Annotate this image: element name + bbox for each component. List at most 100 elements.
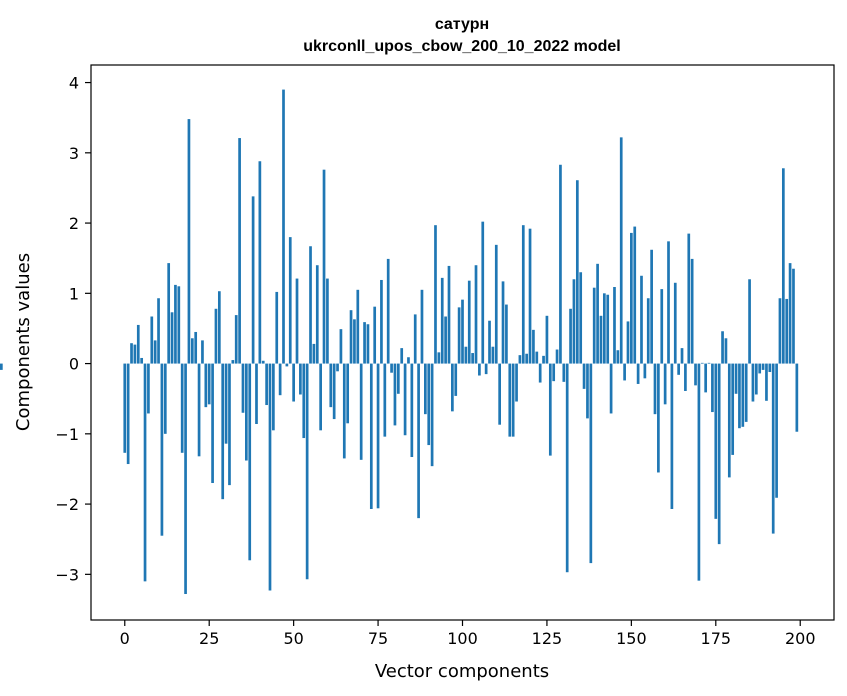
bar-36 [245, 363, 248, 461]
bar-194 [778, 298, 782, 364]
bar-107 [484, 363, 488, 375]
bar-74 [373, 306, 377, 364]
bar-32 [231, 360, 235, 364]
bar-55 [309, 246, 312, 364]
bar-139 [592, 287, 596, 364]
bar-72 [366, 324, 370, 364]
bar-5 [140, 357, 144, 364]
bar-178 [724, 338, 728, 364]
bar-154 [643, 363, 647, 379]
bar-80 [393, 363, 397, 426]
bar-120 [528, 228, 532, 364]
bar-23 [201, 340, 204, 364]
bar-98 [454, 363, 458, 396]
bar-143 [606, 294, 610, 364]
bar-108 [488, 320, 491, 364]
y-tick-label-1: 1 [69, 284, 79, 303]
bar-150 [630, 232, 633, 364]
bar-101 [464, 346, 468, 364]
bar-42 [265, 363, 268, 406]
x-tick-label-200: 200 [785, 629, 816, 648]
bar-100 [461, 299, 464, 364]
bar-118 [521, 225, 525, 364]
bar-10 [157, 298, 160, 364]
y-tick-label-3: 3 [69, 144, 79, 163]
bar-18 [184, 363, 187, 595]
bar-6 [143, 363, 147, 582]
y-tick-label-2: 2 [69, 214, 79, 233]
bar-93 [437, 352, 441, 364]
bar-192 [771, 363, 775, 534]
bar-158 [657, 363, 660, 473]
bar-136 [582, 363, 586, 389]
bar-71 [363, 322, 366, 364]
chart-title: сатурн [435, 16, 489, 33]
bar-196 [785, 298, 789, 364]
bar-46 [278, 363, 282, 396]
bar-0 [123, 363, 127, 453]
bar-147 [619, 137, 623, 364]
bar-145 [613, 287, 616, 364]
bar-185 [748, 279, 751, 364]
bar-175 [714, 363, 718, 519]
bar-64 [339, 329, 343, 364]
bar-126 [548, 363, 552, 456]
x-tick-label-75: 75 [368, 629, 388, 648]
bar-58 [319, 363, 322, 431]
bar-141 [599, 315, 603, 364]
bar-125 [545, 315, 549, 364]
bar-123 [538, 363, 542, 383]
bar-189 [761, 363, 765, 370]
bar-35 [241, 363, 245, 413]
bar-12 [163, 363, 167, 434]
bar-174 [711, 363, 714, 413]
bar-94 [440, 277, 444, 364]
bar-73 [369, 363, 373, 509]
bar-88 [420, 289, 424, 364]
bar-142 [602, 293, 606, 364]
bar-165 [680, 348, 684, 364]
x-tick-label-100: 100 [447, 629, 478, 648]
y-tick-label--3: −3 [55, 565, 79, 584]
bar-34 [238, 138, 241, 364]
bar-68 [353, 319, 356, 364]
bar-87 [417, 363, 420, 519]
chart-subtitle: ukrconll_upos_cbow_200_10_2022 model [303, 38, 620, 55]
bar-92 [434, 225, 437, 364]
bar-166 [684, 363, 687, 391]
bar-2 [130, 343, 133, 364]
bar-151 [633, 226, 637, 364]
x-tick-label-50: 50 [283, 629, 303, 648]
bar-172 [704, 363, 708, 393]
bar-149 [626, 321, 630, 364]
bar-20 [190, 338, 194, 364]
bar-26 [211, 363, 214, 484]
bar-50 [292, 363, 295, 402]
bar-67 [349, 310, 353, 364]
bar-17 [180, 363, 184, 453]
bar-117 [518, 355, 522, 364]
bar-7 [147, 363, 150, 414]
bar-37 [248, 363, 252, 561]
bar-111 [498, 363, 501, 425]
bar-22 [197, 363, 201, 457]
bar-105 [478, 363, 481, 376]
bar-173 [707, 362, 711, 364]
bar-19 [187, 119, 191, 364]
bar-110 [494, 244, 498, 364]
x-tick-label-150: 150 [616, 629, 647, 648]
plot-frame [90, 64, 835, 621]
bar-43 [268, 363, 272, 591]
bar-176 [717, 363, 721, 545]
bar-21 [194, 331, 198, 364]
bar-13 [167, 263, 171, 364]
bar-137 [586, 363, 589, 419]
bar-168 [690, 258, 694, 364]
bar-59 [322, 169, 326, 364]
bar-25 [207, 363, 211, 405]
bar-39 [255, 363, 258, 424]
bar-62 [332, 363, 336, 420]
bar-49 [288, 237, 292, 364]
bar-153 [640, 275, 643, 364]
